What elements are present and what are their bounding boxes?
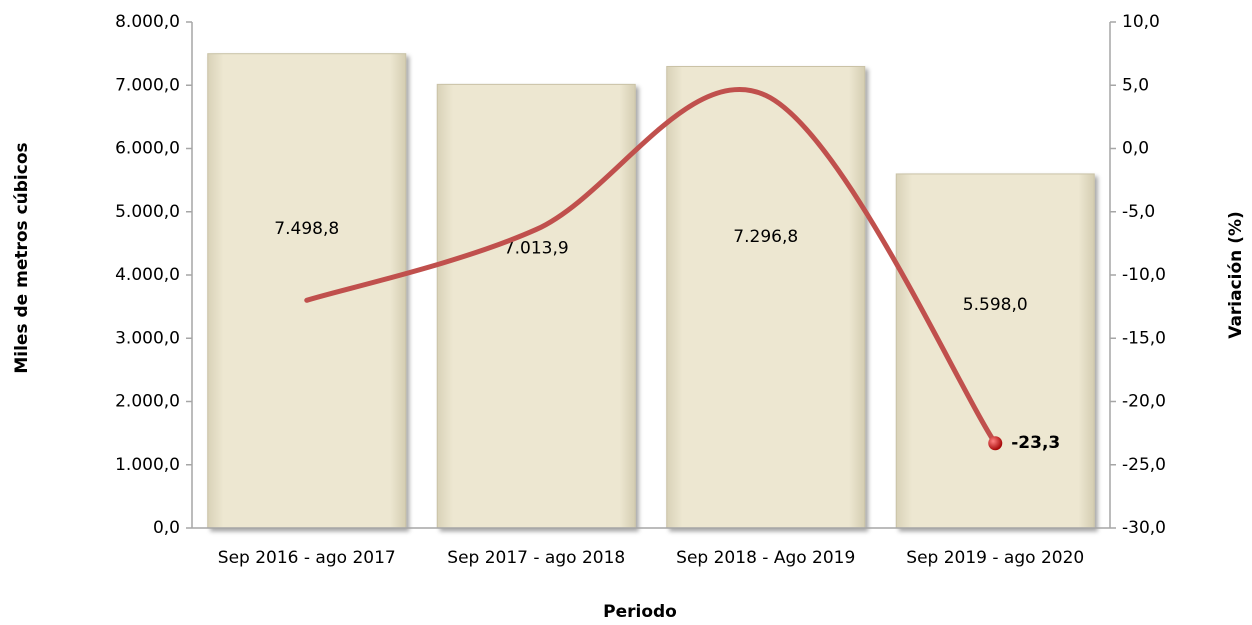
x-tick-label: Sep 2016 - ago 2017 (218, 548, 396, 568)
y-axis-title: Miles de metros cúbicos (12, 142, 32, 373)
y-tick-label: 5.000,0 (115, 202, 180, 222)
y-tick-label: 7.000,0 (115, 75, 180, 95)
y2-tick-label: -15,0 (1122, 328, 1166, 348)
y2-tick-label: -10,0 (1122, 265, 1166, 285)
line (304, 86, 998, 446)
y-tick-label: 6.000,0 (115, 139, 180, 159)
y-tick-label: 4.000,0 (115, 265, 180, 285)
y2-tick-label: -30,0 (1122, 518, 1166, 538)
y2-tick-label: 0,0 (1122, 139, 1149, 159)
bar (436, 83, 636, 529)
line-value-label: -23,3 (1011, 433, 1060, 453)
y2-tick-label: -25,0 (1122, 455, 1166, 475)
bar-value-label: 7.296,8 (733, 227, 798, 247)
line-marker (988, 436, 1003, 451)
x-tick-label: Sep 2018 - Ago 2019 (676, 548, 855, 568)
bar-value-label: 5.598,0 (963, 295, 1028, 315)
y-tick-label: 8.000,0 (115, 12, 180, 32)
bar (207, 53, 407, 529)
y2-axis-title: Variación (%) (1226, 211, 1246, 339)
x-tick-label: Sep 2019 - ago 2020 (906, 548, 1084, 568)
x-axis-title: Periodo (603, 602, 677, 622)
bar-value-label: 7.013,9 (504, 239, 569, 259)
y-tick-label: 0,0 (153, 518, 180, 538)
bar (895, 173, 1095, 529)
y2-tick-label: 5,0 (1122, 75, 1149, 95)
y2-tick-label: -20,0 (1122, 392, 1166, 412)
bar (666, 65, 866, 529)
y2-tick-label: -5,0 (1122, 202, 1155, 222)
x-tick-label: Sep 2017 - ago 2018 (447, 548, 625, 568)
y2-tick-label: 10,0 (1122, 12, 1160, 32)
y-tick-label: 2.000,0 (115, 392, 180, 412)
bar-value-label: 7.498,8 (274, 219, 339, 239)
y-tick-label: 3.000,0 (115, 328, 180, 348)
y-tick-label: 1.000,0 (115, 455, 180, 475)
